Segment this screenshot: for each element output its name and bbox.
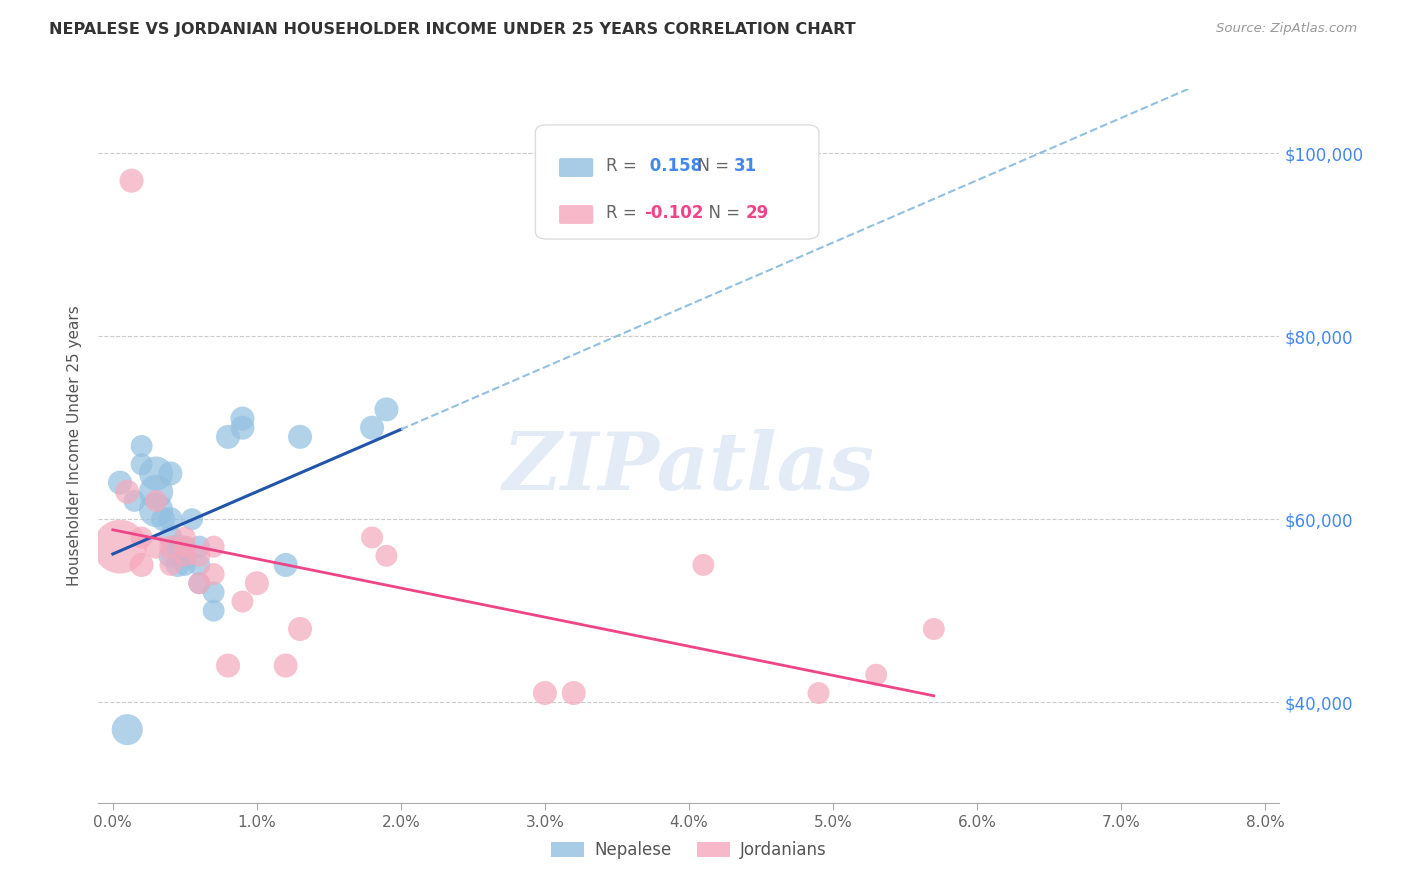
Point xyxy=(159,531,181,545)
Point xyxy=(166,558,188,572)
Point xyxy=(145,484,167,499)
Point xyxy=(361,420,384,434)
Text: 29: 29 xyxy=(745,203,769,221)
Point xyxy=(159,549,181,563)
Text: R =: R = xyxy=(606,203,643,221)
Point xyxy=(274,558,297,572)
Point xyxy=(121,174,143,188)
Text: R =: R = xyxy=(606,157,643,175)
Point xyxy=(188,576,211,591)
Point xyxy=(534,686,557,700)
Point xyxy=(231,411,253,425)
Point xyxy=(375,402,398,417)
Point xyxy=(181,512,204,526)
Point xyxy=(173,540,195,554)
Text: ZIPatlas: ZIPatlas xyxy=(503,429,875,506)
Point xyxy=(188,540,211,554)
Point xyxy=(173,549,195,563)
Point xyxy=(922,622,945,636)
Point xyxy=(288,622,311,636)
Point xyxy=(145,494,167,508)
Point xyxy=(131,558,153,572)
Point xyxy=(108,475,131,490)
Point xyxy=(692,558,714,572)
Point xyxy=(124,494,146,508)
Text: N =: N = xyxy=(699,203,745,221)
Point xyxy=(217,658,239,673)
Point xyxy=(108,540,131,554)
Legend: Nepalese, Jordanians: Nepalese, Jordanians xyxy=(544,835,834,866)
Point xyxy=(202,540,225,554)
Point xyxy=(807,686,830,700)
Point xyxy=(159,512,181,526)
Point xyxy=(202,604,225,618)
Point xyxy=(217,430,239,444)
Point xyxy=(173,540,195,554)
Point xyxy=(202,567,225,582)
Text: -0.102: -0.102 xyxy=(644,203,703,221)
Point xyxy=(173,531,195,545)
Point xyxy=(288,430,311,444)
Point xyxy=(231,594,253,608)
Point xyxy=(173,558,195,572)
Point xyxy=(145,467,167,481)
Point xyxy=(131,458,153,472)
Point xyxy=(562,686,585,700)
Point xyxy=(188,558,211,572)
Point xyxy=(166,540,188,554)
Point xyxy=(173,549,195,563)
Point xyxy=(375,549,398,563)
Point xyxy=(131,439,153,453)
Point xyxy=(159,540,181,554)
Point xyxy=(159,467,181,481)
Point xyxy=(145,503,167,517)
Text: 31: 31 xyxy=(734,157,756,175)
FancyBboxPatch shape xyxy=(536,125,818,239)
Point xyxy=(152,512,174,526)
Point xyxy=(188,549,211,563)
Point xyxy=(159,558,181,572)
Point xyxy=(145,540,167,554)
Point xyxy=(865,667,887,681)
Y-axis label: Householder Income Under 25 years: Householder Income Under 25 years xyxy=(67,306,83,586)
FancyBboxPatch shape xyxy=(560,205,593,224)
Point xyxy=(361,531,384,545)
Point xyxy=(274,658,297,673)
Point xyxy=(246,576,269,591)
Point xyxy=(115,723,138,737)
Point xyxy=(131,531,153,545)
Text: 0.158: 0.158 xyxy=(644,157,702,175)
Text: NEPALESE VS JORDANIAN HOUSEHOLDER INCOME UNDER 25 YEARS CORRELATION CHART: NEPALESE VS JORDANIAN HOUSEHOLDER INCOME… xyxy=(49,22,856,37)
Point xyxy=(115,484,138,499)
FancyBboxPatch shape xyxy=(560,158,593,177)
Text: Source: ZipAtlas.com: Source: ZipAtlas.com xyxy=(1216,22,1357,36)
Point xyxy=(188,576,211,591)
Text: N =: N = xyxy=(686,157,734,175)
Point xyxy=(202,585,225,599)
Point xyxy=(231,420,253,434)
